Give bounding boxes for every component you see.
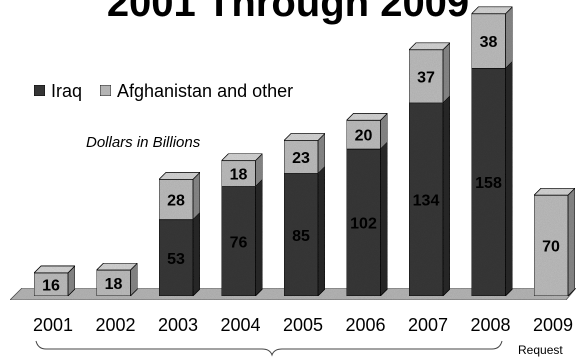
bracket	[35, 340, 503, 357]
bar-2008-iraq	[471, 60, 513, 297]
data-label-2002-afghanistan-and-other: 18	[105, 276, 123, 293]
data-label-2001-afghanistan-and-other: 16	[42, 277, 60, 294]
legend-label-iraq: Iraq	[51, 81, 82, 101]
x-tick-labels-group: 2001 2002 2003 2004 2005 2006 2007 2008 2009	[33, 315, 573, 335]
bar-2006-afghanistan-and-other	[345, 112, 389, 151]
x-tick-2006: 2006	[345, 315, 385, 335]
data-label-2005-iraq: 85	[292, 228, 310, 245]
data-label-2005-afghanistan-and-other: 23	[292, 150, 310, 167]
unit-label: Dollars in Billions	[86, 134, 201, 151]
data-label-2007-afghanistan-and-other: 37	[417, 69, 435, 86]
bar-2008-afghanistan-and-other	[470, 5, 514, 70]
bar-2002-afghanistan-and-other	[95, 262, 139, 297]
x-tick-2002: 2002	[95, 315, 135, 335]
request-note: Request	[518, 343, 563, 357]
x-tick-2003: 2003	[158, 315, 198, 335]
data-label-2007-iraq: 134	[413, 193, 440, 210]
data-labels-group: 16 18 53 28 76 18 85 23 102 20 134 37 158 38 70	[42, 34, 560, 294]
bar-2005-iraq	[283, 165, 326, 297]
bars-group	[33, 5, 576, 297]
x-tick-2007: 2007	[408, 315, 448, 335]
x-tick-2008: 2008	[470, 315, 510, 335]
bar-2007-afghanistan-and-other	[408, 41, 451, 105]
x-tick-2001: 2001	[33, 315, 73, 335]
bar-2009-afghanistan-and-other	[533, 187, 576, 297]
data-label-2003-iraq: 53	[167, 251, 185, 268]
data-label-2006-iraq: 102	[350, 216, 377, 233]
data-label-2009-afghanistan-and-other: 70	[542, 239, 560, 256]
x-tick-2005: 2005	[283, 315, 323, 335]
bar-2003-afghanistan-and-other	[158, 171, 201, 221]
x-tick-2004: 2004	[220, 315, 260, 335]
bar-2003-iraq	[158, 211, 201, 297]
legend-swatch-iraq	[33, 84, 46, 97]
legend-swatch-afghanistan	[99, 84, 112, 97]
bar-2005-afghanistan-and-other	[283, 132, 326, 175]
data-label-2008-afghanistan-and-other: 38	[480, 34, 498, 51]
x-tick-2009: 2009	[533, 315, 573, 335]
bar-2004-afghanistan-and-other	[220, 152, 264, 188]
chart-title: 2001 Through 2009	[107, 0, 469, 25]
data-label-2004-afghanistan-and-other: 18	[230, 167, 248, 184]
bar-2001-afghanistan-and-other	[33, 264, 76, 297]
legend: Iraq Afghanistan and other	[33, 81, 293, 101]
data-label-2003-afghanistan-and-other: 28	[167, 193, 185, 210]
legend-label-afghanistan: Afghanistan and other	[117, 81, 293, 101]
bar-2006-iraq	[346, 141, 388, 297]
data-label-2008-iraq: 158	[475, 175, 502, 192]
bar-2007-iraq	[408, 95, 451, 297]
data-label-2006-afghanistan-and-other: 20	[355, 128, 373, 145]
data-label-2004-iraq: 76	[230, 234, 248, 251]
